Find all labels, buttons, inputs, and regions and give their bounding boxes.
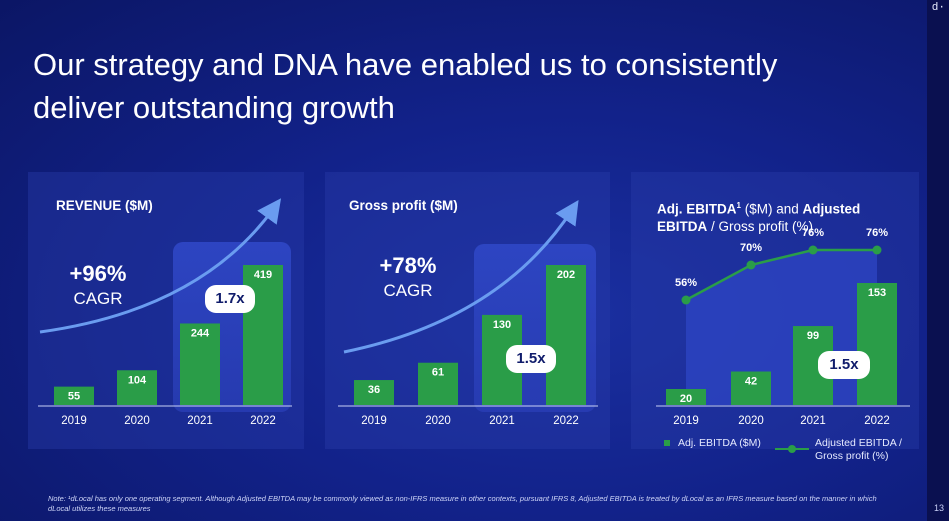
- revenue-tick-2021: 2021: [187, 415, 213, 427]
- ebitda-title-part4: EBITDA: [657, 218, 708, 234]
- ebitda-bar-label-2021: 99: [807, 330, 819, 342]
- revenue-cagr-label: CAGR: [73, 289, 123, 308]
- revenue-growth-arrow: [39, 198, 282, 334]
- revenue-tick-2022: 2022: [250, 415, 276, 427]
- revenue-tick-2020: 2020: [124, 415, 150, 427]
- gross-profit-title: Gross profit ($M): [349, 198, 458, 213]
- ebitda-bar-label-2022: 153: [868, 287, 886, 299]
- revenue-multiplier-badge: 1.7x: [205, 285, 255, 313]
- ebitda-bar-2019: [666, 389, 706, 405]
- page-title: Our strategy and DNA have enabled us to …: [33, 47, 778, 125]
- legend-line-dot: [788, 445, 796, 453]
- gross-profit-tick-2022: 2022: [553, 415, 579, 427]
- footnote: Note: ¹dLocal has only one operating seg…: [48, 494, 877, 513]
- ebitda-title-part3: Adjusted: [802, 201, 861, 217]
- ebitda-ratio-label-2022: 76%: [866, 227, 888, 239]
- ebitda-multiplier-badge: 1.5x: [818, 351, 870, 379]
- revenue-bar-label-2020: 104: [128, 374, 147, 386]
- ebitda-area: [686, 250, 877, 405]
- ebitda-title-part5: / Gross profit (%): [707, 218, 814, 234]
- ebitda-title: Adj. EBITDA1 ($M) and Adjusted EBITDA / …: [657, 197, 907, 235]
- gross-profit-bar-label-2019: 36: [368, 384, 380, 396]
- legend-line-label-1: Adjusted EBITDA /: [815, 437, 902, 449]
- ebitda-ratio-point-2021: [808, 245, 818, 255]
- ebitda-title-footnote: 1: [736, 201, 741, 210]
- ebitda-ratio-label-2021: 76%: [802, 227, 824, 239]
- revenue-bar-2021: [180, 323, 220, 405]
- gross-profit-bar-label-2022: 202: [557, 269, 575, 281]
- ebitda-bar-2022: [857, 283, 897, 405]
- ebitda-tick-2020: 2020: [738, 415, 764, 427]
- legend-bar-item: Adj. EBITDA ($M): [664, 437, 761, 449]
- gross-profit-bar-2019: [354, 380, 394, 405]
- revenue-cagr: +96% CAGR: [43, 261, 153, 309]
- ebitda-tick-2022: 2022: [864, 415, 890, 427]
- page-number: 13: [933, 503, 944, 513]
- revenue-bar-label-2019: 55: [68, 391, 80, 403]
- gross-profit-cagr-value: +78%: [379, 253, 437, 278]
- gross-profit-bar-label-2021: 130: [493, 319, 511, 331]
- revenue-bar-2019: [54, 386, 94, 405]
- gross-profit-multiplier-badge: 1.5x: [506, 345, 556, 373]
- gross-profit-cagr-label: CAGR: [383, 281, 433, 300]
- ebitda-ratio-line: [685, 248, 877, 302]
- ebitda-ratio-point-2020: [746, 260, 756, 270]
- legend-bar-swatch: [664, 440, 670, 447]
- ebitda-ratio-label-2020: 70%: [740, 242, 762, 254]
- revenue-bar-2020: [117, 370, 157, 405]
- dlocal-logo: d·: [931, 2, 945, 14]
- legend-line-swatch: [775, 445, 809, 453]
- gross-profit-bar-label-2020: 61: [432, 367, 444, 379]
- right-strip: [927, 0, 949, 521]
- ebitda-bar-label-2019: 20: [680, 393, 692, 405]
- ebitda-bar-label-2020: 42: [745, 376, 757, 388]
- ebitda-tick-2021: 2021: [800, 415, 826, 427]
- revenue-tick-2019: 2019: [61, 415, 87, 427]
- gross-profit-bar-2020: [418, 362, 458, 405]
- gross-profit-cagr: +78% CAGR: [353, 253, 463, 301]
- ebitda-bar-2020: [731, 371, 771, 405]
- ebitda-title-part1: Adj. EBITDA: [657, 201, 737, 217]
- gross-profit-tick-2019: 2019: [361, 415, 387, 427]
- gross-profit-bar-2022: [546, 265, 586, 405]
- revenue-title: REVENUE ($M): [56, 198, 153, 213]
- gross-profit-tick-2020: 2020: [425, 415, 451, 427]
- legend-line-item: Adjusted EBITDA / Gross profit (%): [775, 437, 915, 463]
- gross-profit-growth-arrow: [343, 199, 579, 354]
- ebitda-ratio-label-2019: 56%: [675, 277, 697, 289]
- revenue-bar-label-2021: 244: [191, 327, 210, 339]
- ebitda-ratio-point-2019: [681, 295, 691, 305]
- gross-profit-tick-2021: 2021: [489, 415, 515, 427]
- revenue-bar-label-2022: 419: [254, 269, 272, 281]
- ebitda-tick-2019: 2019: [673, 415, 699, 427]
- revenue-cagr-value: +96%: [69, 261, 127, 286]
- legend-bar-label: Adj. EBITDA ($M): [678, 437, 761, 449]
- ebitda-ratio-point-2022: [872, 245, 882, 255]
- legend-line-label-2: Gross profit (%): [815, 450, 889, 462]
- ebitda-title-part2: ($M) and: [740, 201, 803, 217]
